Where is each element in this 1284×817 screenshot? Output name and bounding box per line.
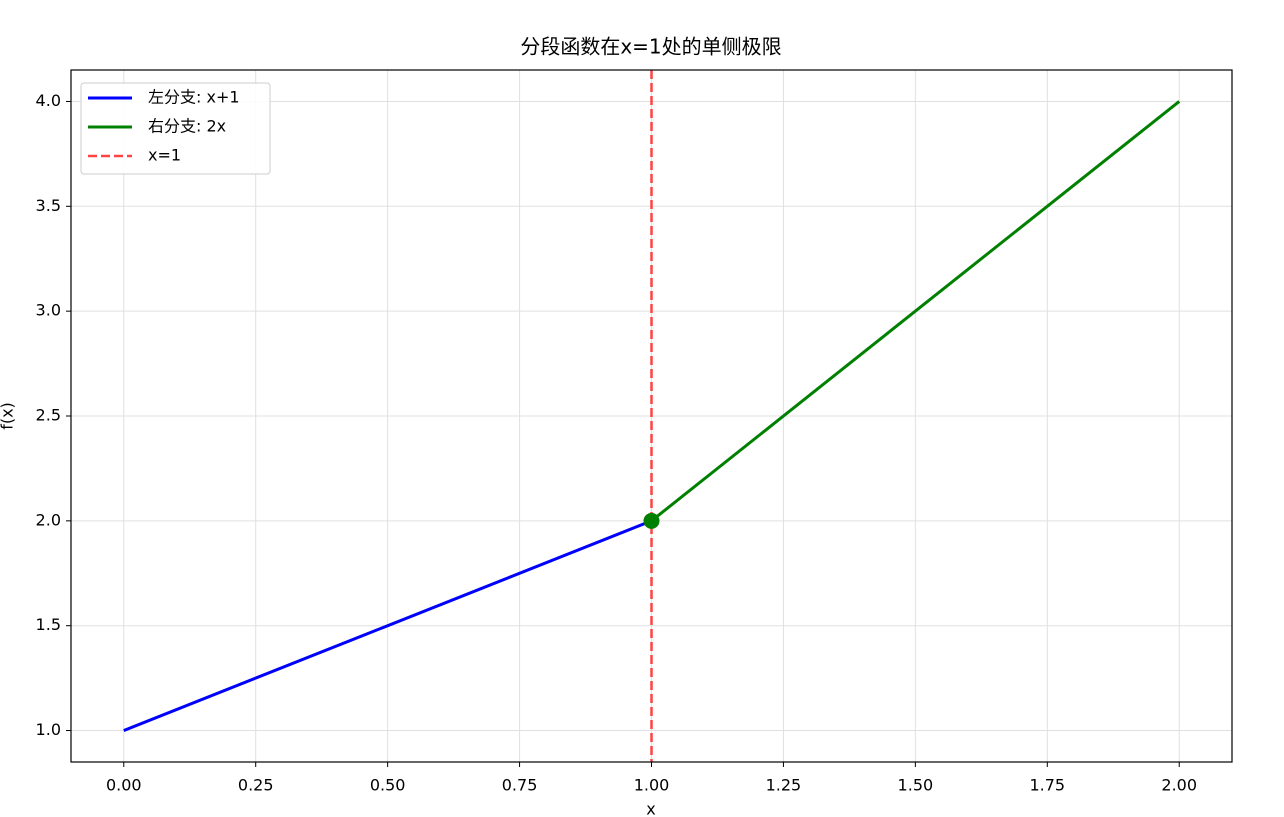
series-line [650,100,1181,523]
y-tick-label: 1.0 [36,720,61,739]
y-tick-label: 3.0 [36,301,61,320]
series-line [123,519,653,732]
x-tick-label: 1.50 [898,776,934,795]
x-tick-label: 1.00 [634,776,670,795]
plot-frame [70,69,1233,763]
y-tick-label: 3.5 [36,196,61,215]
x-tick-label: 0.75 [502,776,538,795]
legend-box [80,82,271,175]
legend-label: x=1 [148,146,181,165]
x-tick-label: 2.00 [1161,776,1197,795]
chart-title: 分段函数在x=1处的单侧极限 [520,35,781,59]
x-axis-label: x [646,800,655,817]
y-tick-label: 2.5 [36,406,61,425]
x-tick-label: 0.25 [238,776,274,795]
x-tick-label: 0.00 [106,776,142,795]
x-tick-label: 1.75 [1029,776,1065,795]
legend-label: 右分支: 2x [148,117,226,136]
y-tick-label: 1.5 [36,615,61,634]
y-tick-label: 4.0 [36,91,61,110]
y-axis-label: f(x) [0,402,17,430]
legend-label: 左分支: x+1 [148,88,240,107]
y-tick-label: 2.0 [36,510,61,529]
x-tick-label: 0.50 [370,776,406,795]
x-tick-label: 1.25 [766,776,802,795]
point-marker [643,512,660,529]
